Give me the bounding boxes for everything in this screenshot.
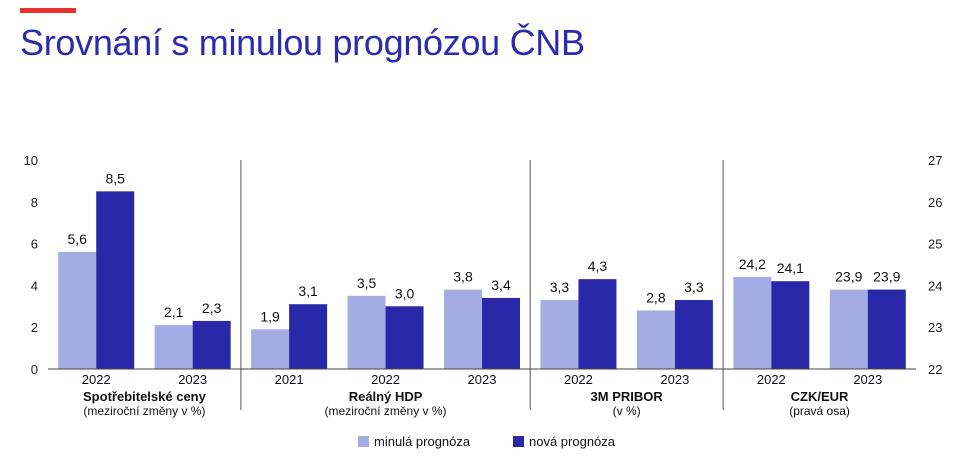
data-label: 2,1 (164, 304, 184, 320)
data-label: 23,9 (835, 269, 862, 285)
right-axis-tick-label: 22 (928, 362, 942, 377)
legend-label: minulá prognóza (374, 434, 471, 449)
data-label: 8,5 (105, 170, 125, 186)
data-label: 2,3 (202, 300, 222, 316)
bar-nova (674, 300, 713, 369)
right-axis-tick-label: 27 (928, 153, 942, 168)
left-axis-tick-label: 2 (31, 320, 38, 335)
bar-nova (578, 279, 617, 369)
data-label: 3,1 (298, 283, 318, 299)
page-title: Srovnání s minulou prognózou ČNB (20, 22, 585, 63)
x-tick-label: 2022 (82, 372, 111, 387)
bar-minula (444, 289, 482, 369)
group-label: 3M PRIBOR (591, 389, 664, 404)
bar-minula (829, 289, 868, 369)
x-tick-label: 2021 (275, 372, 304, 387)
right-axis-tick-label: 26 (928, 195, 942, 210)
bar-nova (771, 281, 810, 369)
legend-label: nová prognóza (529, 434, 616, 449)
data-label: 2,8 (646, 289, 666, 305)
x-tick-label: 2022 (757, 372, 786, 387)
data-label: 3,3 (684, 279, 704, 295)
accent-bar (20, 8, 76, 13)
bar-minula (733, 277, 772, 369)
bar-nova (192, 320, 231, 369)
group-label: Spotřebitelské ceny (83, 389, 207, 404)
group-label: Reálný HDP (349, 389, 423, 404)
x-tick-label: 2023 (660, 372, 689, 387)
left-axis-tick-label: 6 (31, 237, 38, 252)
group-sublabel: (meziroční změny v %) (325, 404, 447, 418)
data-label: 1,9 (260, 308, 280, 324)
bar-minula (540, 300, 579, 369)
left-axis-tick-label: 8 (31, 195, 38, 210)
data-label: 3,0 (395, 285, 415, 301)
left-axis-tick-label: 0 (31, 362, 38, 377)
data-label: 3,8 (453, 269, 473, 285)
data-label: 23,9 (873, 269, 900, 285)
data-label: 24,2 (739, 256, 766, 272)
left-axis-tick-label: 10 (24, 153, 38, 168)
group-sublabel: (meziroční změny v %) (83, 404, 205, 418)
legend-swatch (358, 436, 369, 447)
data-label: 3,3 (550, 279, 570, 295)
bar-nova (867, 289, 906, 369)
right-axis-tick-label: 23 (928, 320, 942, 335)
legend-swatch (513, 436, 524, 447)
bar-nova (385, 306, 424, 369)
bar-minula (347, 295, 386, 369)
data-label: 3,4 (491, 277, 511, 293)
data-label: 4,3 (588, 258, 608, 274)
right-axis-tick-label: 25 (928, 237, 942, 252)
right-axis-tick-label: 24 (928, 278, 942, 293)
data-label: 5,6 (67, 231, 87, 247)
bar-minula (251, 329, 290, 369)
bar-nova (96, 191, 135, 369)
bar-minula (636, 310, 675, 369)
data-label: 24,1 (777, 260, 804, 276)
x-tick-label: 2022 (564, 372, 593, 387)
bar-nova (482, 297, 520, 369)
bar-minula (154, 325, 193, 369)
left-axis-tick-label: 4 (31, 278, 38, 293)
x-tick-label: 2023 (853, 372, 882, 387)
group-sublabel: (v %) (613, 404, 641, 418)
bar-minula (58, 251, 97, 369)
group-sublabel: (pravá osa) (789, 404, 850, 418)
x-tick-label: 2023 (178, 372, 207, 387)
bar-nova (289, 304, 328, 369)
x-tick-label: 2023 (468, 372, 497, 387)
data-label: 3,5 (357, 275, 377, 291)
group-label: CZK/EUR (791, 389, 849, 404)
x-tick-label: 2022 (371, 372, 400, 387)
